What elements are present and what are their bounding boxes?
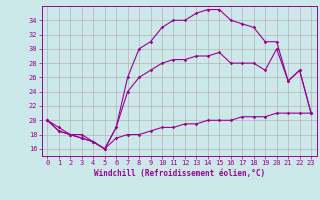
X-axis label: Windchill (Refroidissement éolien,°C): Windchill (Refroidissement éolien,°C) xyxy=(94,169,265,178)
